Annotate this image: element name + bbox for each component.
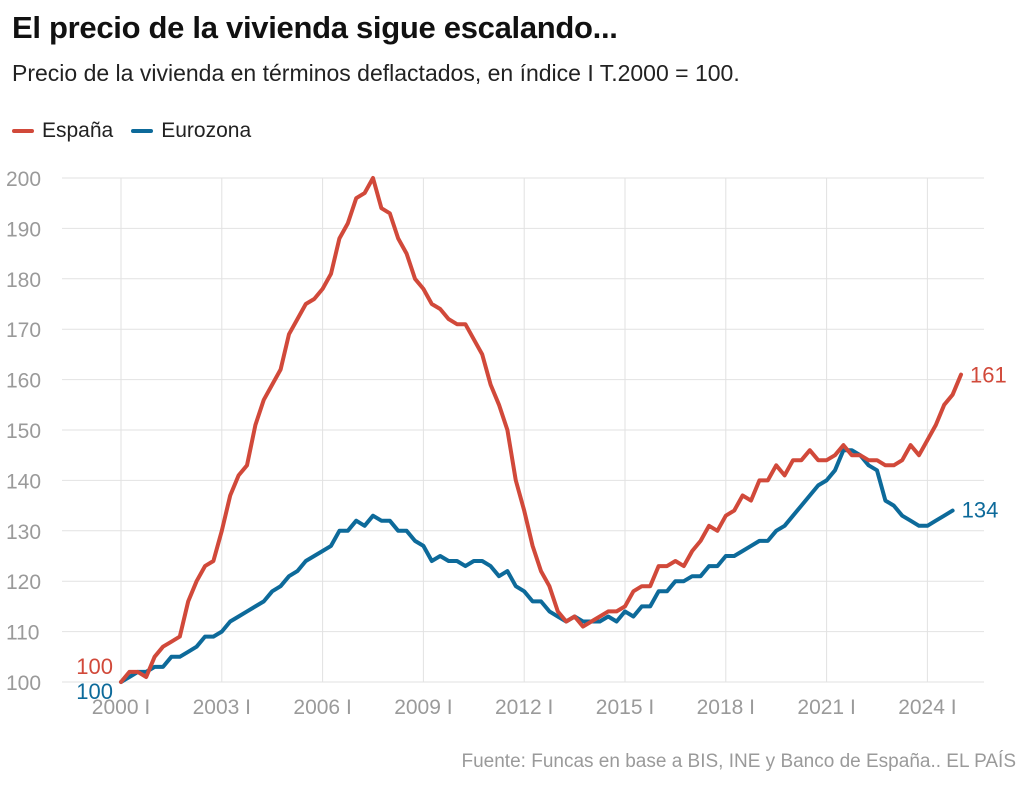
x-tick-label: 2015 I — [596, 696, 654, 719]
start-label-espana: 100 — [76, 654, 113, 679]
chart-subtitle: Precio de la vivienda en términos deflac… — [12, 60, 740, 86]
legend-item-espana: España — [12, 119, 113, 143]
legend-label-espana: España — [42, 119, 114, 142]
y-tick-label: 110 — [6, 622, 39, 645]
start-label-eurozona: 100 — [76, 679, 113, 704]
x-tick-label: 2009 I — [394, 696, 452, 719]
series-line-eurozona — [119, 448, 955, 684]
y-tick-label: 140 — [6, 470, 41, 493]
y-tick-label: 130 — [6, 521, 41, 544]
x-tick-label: 2024 I — [898, 696, 956, 719]
x-tick-label: 2003 I — [193, 696, 251, 719]
x-tick-label: 2006 I — [293, 696, 351, 719]
series-line-espana — [119, 176, 963, 684]
y-tick-label: 180 — [6, 269, 41, 292]
x-tick-label: 2000 I — [92, 696, 150, 719]
end-label-eurozona: 134 — [962, 498, 999, 523]
end-label-espana: 161 — [970, 363, 1007, 388]
legend-swatch-espana — [12, 129, 34, 133]
x-tick-label: 2018 I — [697, 696, 755, 719]
x-tick-label: 2021 I — [797, 696, 855, 719]
legend-swatch-eurozona — [131, 129, 154, 133]
y-tick-label: 160 — [6, 370, 41, 393]
y-tick-label: 150 — [6, 420, 41, 443]
legend: España Eurozona — [12, 119, 251, 143]
y-tick-label: 120 — [6, 571, 41, 594]
legend-item-eurozona: Eurozona — [131, 119, 251, 143]
source-note: Fuente: Funcas en base a BIS, INE y Banc… — [461, 751, 1017, 772]
y-tick-label: 100 — [6, 672, 41, 695]
legend-label-eurozona: Eurozona — [161, 119, 252, 142]
y-tick-label: 200 — [6, 168, 41, 191]
y-tick-label: 170 — [6, 319, 41, 342]
chart-title: El precio de la vivienda sigue escalando… — [12, 10, 618, 45]
y-tick-label: 190 — [6, 218, 41, 241]
x-tick-label: 2012 I — [495, 696, 553, 719]
